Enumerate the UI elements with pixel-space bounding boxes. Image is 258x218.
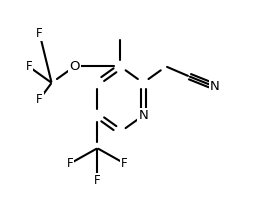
Text: F: F — [36, 93, 43, 106]
Text: F: F — [25, 60, 32, 73]
Text: F: F — [36, 27, 43, 40]
Text: O: O — [69, 60, 80, 73]
Text: F: F — [94, 174, 101, 187]
Text: F: F — [121, 157, 128, 170]
Text: N: N — [210, 80, 220, 93]
Text: N: N — [138, 109, 148, 122]
Text: F: F — [67, 157, 74, 170]
